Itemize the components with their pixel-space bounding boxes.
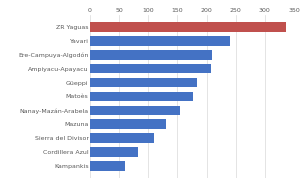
Bar: [90, 106, 180, 115]
Bar: [90, 36, 230, 46]
Bar: [90, 147, 138, 157]
Bar: [90, 133, 154, 143]
Bar: [90, 92, 193, 101]
Bar: [90, 119, 166, 129]
Bar: [90, 22, 286, 32]
Bar: [90, 161, 125, 171]
Bar: [90, 78, 197, 87]
Bar: [90, 64, 211, 74]
Bar: [90, 50, 212, 60]
